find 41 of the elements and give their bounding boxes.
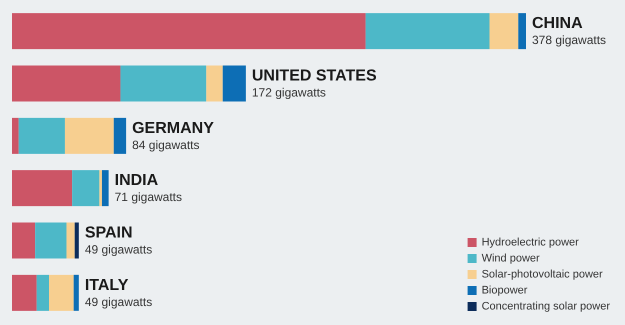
bar xyxy=(36,274,50,311)
annotation: 71 gigawatts xyxy=(114,190,182,204)
bar xyxy=(66,222,75,258)
annotation: 49 gigawatts xyxy=(84,242,152,256)
y-tick-label: SPAIN xyxy=(84,224,133,242)
y-tick-label: GERMANY xyxy=(132,120,214,137)
legend-label: Wind power xyxy=(482,252,540,264)
bar xyxy=(114,118,126,154)
bar xyxy=(12,274,37,311)
y-tick-label: INDIA xyxy=(114,172,159,190)
bar xyxy=(12,222,36,258)
legend-label: Hydroelectric power xyxy=(482,236,580,248)
bar xyxy=(222,66,246,102)
bar xyxy=(72,170,100,206)
bar xyxy=(99,170,102,206)
bar xyxy=(366,13,490,50)
y-tick-label: UNITED STATES xyxy=(252,68,377,84)
bar xyxy=(49,274,74,311)
bar xyxy=(12,170,72,206)
y-tick-label: CHINA xyxy=(532,15,584,32)
text: 378 gigawatts xyxy=(532,33,606,48)
legend-label: Solar-photovoltaic power xyxy=(482,268,603,280)
legend-label: Biopower xyxy=(482,284,528,296)
bar xyxy=(120,66,206,102)
annotation: 49 gigawatts xyxy=(84,294,152,309)
bar xyxy=(206,66,223,102)
bar xyxy=(35,222,66,258)
bar xyxy=(12,13,366,50)
annotation: 84 gigawatts xyxy=(132,138,200,152)
bar xyxy=(12,118,19,154)
bar xyxy=(518,13,526,50)
legend-label: Concentrating solar power xyxy=(482,300,610,312)
bar xyxy=(64,118,114,154)
bar xyxy=(18,118,65,154)
annotation: 172 gigawatts xyxy=(252,86,326,100)
bar xyxy=(74,274,79,311)
bar xyxy=(12,66,120,102)
bar xyxy=(74,222,79,258)
bar xyxy=(490,13,518,50)
y-tick-label: ITALY xyxy=(84,276,129,294)
bar xyxy=(102,170,109,206)
